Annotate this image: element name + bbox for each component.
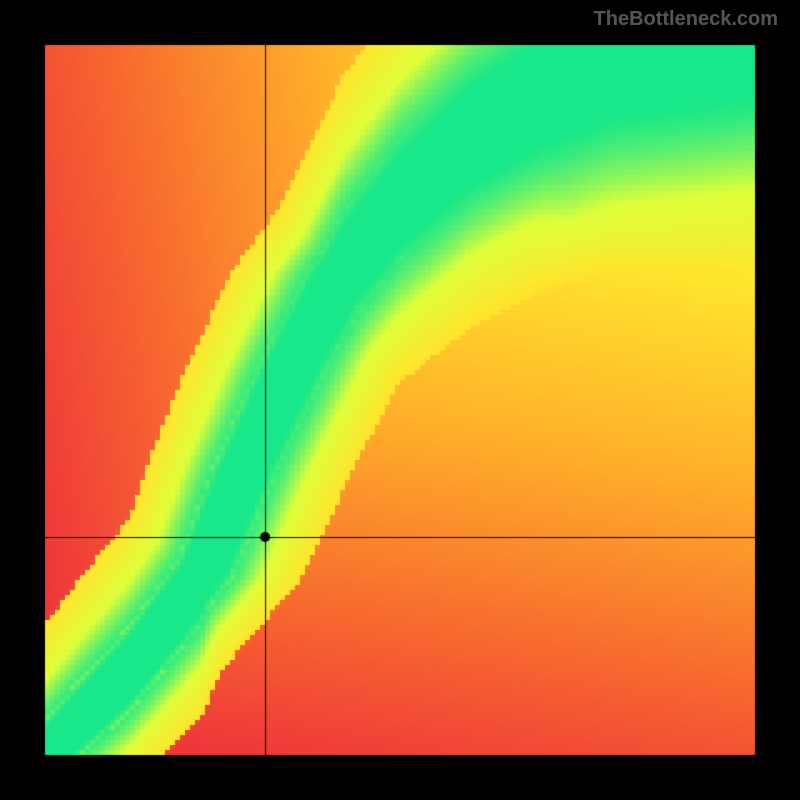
chart-container: TheBottleneck.com bbox=[0, 0, 800, 800]
heatmap-canvas bbox=[0, 0, 800, 800]
watermark-text: TheBottleneck.com bbox=[594, 8, 778, 31]
